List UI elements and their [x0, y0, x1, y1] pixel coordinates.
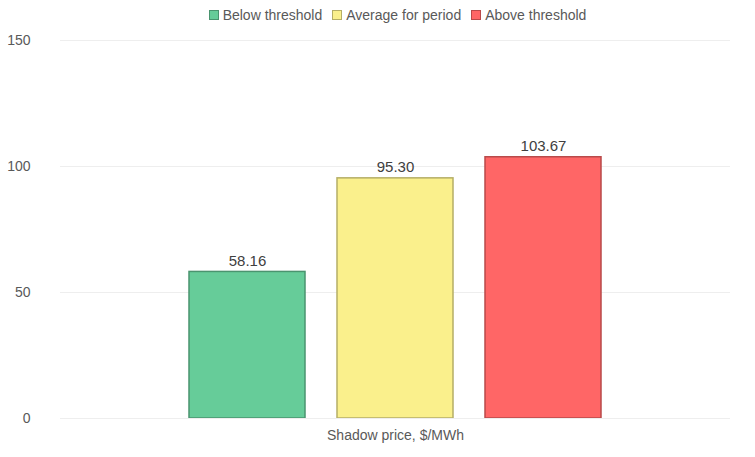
- html-text:Average for period: Average for period: [346, 7, 462, 23]
- svg-text:103.67: 103.67: [521, 137, 567, 154]
- svg-text:50: 50: [15, 284, 31, 300]
- svg-text:58.16: 58.16: [229, 252, 267, 269]
- svg-text:150: 150: [7, 32, 31, 48]
- html-text:Below threshold: Below threshold: [222, 7, 323, 23]
- svg-text:Shadow price, $/MWh: Shadow price, $/MWh: [327, 427, 464, 443]
- html-text:Above threshold: Above threshold: [485, 7, 587, 23]
- svg-text:95.30: 95.30: [377, 158, 415, 175]
- svg-text:0: 0: [23, 410, 31, 426]
- svg-text:100: 100: [7, 158, 31, 174]
